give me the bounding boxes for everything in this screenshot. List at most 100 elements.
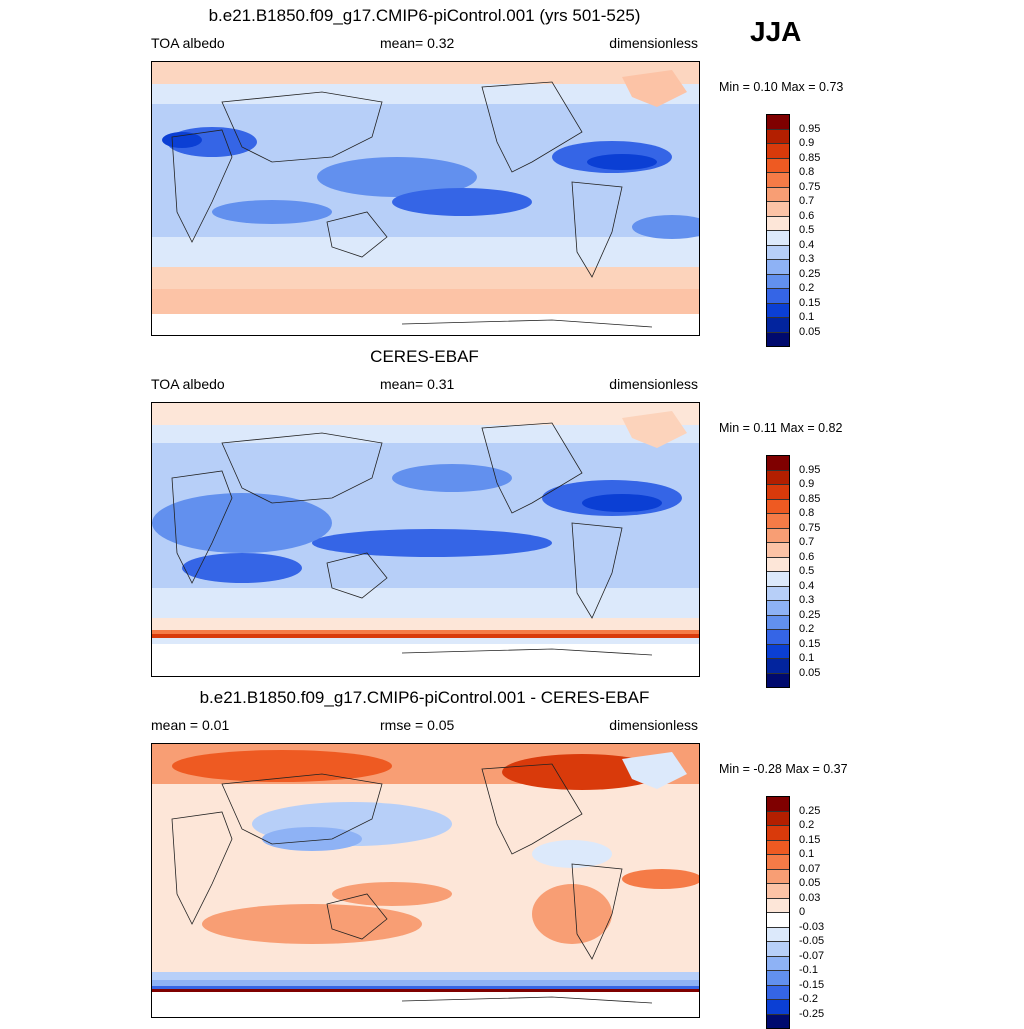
colorbar-tick-label: 0.05 — [799, 877, 821, 889]
colorbar-segment — [767, 672, 789, 687]
colorbar-segment — [767, 128, 789, 143]
colorbar-segment — [767, 955, 789, 970]
colorbar-tick-label: 0.6 — [799, 209, 815, 222]
colorbar-tick-label: 0.9 — [799, 137, 815, 149]
colorbar-segment — [767, 484, 789, 499]
colorbar-segment — [767, 288, 789, 303]
panel-2-variable-label: TOA albedo — [151, 376, 225, 392]
colorbar-tick-label: 0.3 — [799, 594, 815, 606]
panel-1-map-graphic — [152, 62, 699, 335]
panel-3-rmse-label: rmse = 0.05 — [380, 717, 455, 733]
colorbar-segment — [767, 585, 789, 600]
colorbar-segment — [767, 244, 789, 259]
colorbar-segment — [767, 614, 789, 629]
colorbar-tick-label: -0.15 — [799, 978, 825, 991]
colorbar-segment — [767, 883, 789, 898]
colorbar-tick-label: 0.25 — [799, 804, 821, 817]
colorbar-segment — [767, 469, 789, 484]
panel-2-colorbar — [766, 455, 790, 688]
colorbar-tick-label: 0.8 — [799, 166, 815, 178]
colorbar-tick-label: -0.03 — [799, 920, 825, 933]
panel-2-map-graphic — [152, 403, 699, 676]
colorbar-tick-label: 0.75 — [799, 521, 821, 534]
panel-3-map-graphic — [152, 744, 699, 1017]
colorbar-segment — [767, 810, 789, 825]
panel-1-units-label: dimensionless — [609, 35, 698, 51]
colorbar-tick-label: 0.1 — [799, 848, 815, 860]
colorbar-segment — [767, 302, 789, 317]
panel-1-colorbar — [766, 114, 790, 347]
colorbar-tick-label: 0.6 — [799, 550, 815, 563]
colorbar-segment — [767, 230, 789, 245]
panel-3-map — [151, 743, 700, 1018]
colorbar-tick-label: 0.1 — [799, 652, 815, 664]
colorbar-tick-label: 0.9 — [799, 478, 815, 490]
colorbar-segment — [767, 527, 789, 542]
colorbar-segment — [767, 984, 789, 999]
colorbar-tick-label: 0.85 — [799, 151, 821, 164]
colorbar-segment — [767, 172, 789, 187]
colorbar-segment — [767, 658, 789, 673]
panel-2-mean-label: mean= 0.31 — [380, 376, 455, 392]
colorbar-segment — [767, 643, 789, 658]
colorbar-segment — [767, 970, 789, 985]
colorbar-tick-label: 0.4 — [799, 579, 815, 592]
colorbar-tick-label: 0.95 — [799, 463, 821, 476]
colorbar-segment — [767, 854, 789, 869]
colorbar-segment — [767, 143, 789, 158]
colorbar-segment — [767, 571, 789, 586]
colorbar-segment — [767, 912, 789, 927]
colorbar-tick-label: 0.8 — [799, 507, 815, 519]
colorbar-segment — [767, 513, 789, 528]
colorbar-segment — [767, 897, 789, 912]
panel-3-title: b.e21.B1850.f09_g17.CMIP6-piControl.001 … — [199, 688, 650, 707]
colorbar-segment — [767, 542, 789, 557]
colorbar-segment — [767, 215, 789, 230]
colorbar-segment — [767, 926, 789, 941]
colorbar-segment — [767, 868, 789, 883]
colorbar-segment — [767, 201, 789, 216]
colorbar-segment — [767, 317, 789, 332]
colorbar-tick-label: 0.7 — [799, 195, 815, 207]
panel-1-variable-label: TOA albedo — [151, 35, 225, 51]
colorbar-tick-label: -0.25 — [799, 1007, 825, 1020]
panel-1-title: b.e21.B1850.f09_g17.CMIP6-piControl.001 … — [208, 6, 641, 25]
colorbar-tick-label: 0.3 — [799, 253, 815, 265]
colorbar-tick-label: 0.2 — [799, 819, 815, 831]
panel-3-units-label: dimensionless — [609, 717, 698, 733]
colorbar-tick-label: 0.75 — [799, 180, 821, 193]
colorbar-tick-label: -0.1 — [799, 964, 818, 976]
colorbar-segment — [767, 797, 789, 811]
colorbar-tick-label: 0.15 — [799, 637, 821, 650]
colorbar-segment — [767, 556, 789, 571]
colorbar-segment — [767, 115, 789, 129]
panel-2-title: CERES-EBAF — [370, 347, 479, 366]
colorbar-segment — [767, 456, 789, 470]
colorbar-tick-label: 0.5 — [799, 565, 815, 577]
colorbar-tick-label: 0.5 — [799, 224, 815, 236]
colorbar-tick-label: 0.05 — [799, 666, 821, 679]
colorbar-tick-label: 0.1 — [799, 311, 815, 323]
colorbar-segment — [767, 273, 789, 288]
colorbar-tick-label: 0.95 — [799, 122, 821, 135]
colorbar-segment — [767, 629, 789, 644]
panel-2-map — [151, 402, 700, 677]
panel-1-minmax: Min = 0.10 Max = 0.73 — [719, 80, 844, 94]
colorbar-tick-label: -0.07 — [799, 949, 825, 962]
colorbar-tick-label: 0.07 — [799, 862, 821, 875]
colorbar-tick-label: 0.2 — [799, 623, 815, 635]
colorbar-tick-label: 0 — [799, 906, 806, 918]
colorbar-segment — [767, 186, 789, 201]
season-label: JJA — [750, 16, 802, 47]
colorbar-segment — [767, 1013, 789, 1028]
panel-2-minmax: Min = 0.11 Max = 0.82 — [719, 421, 843, 435]
colorbar-segment — [767, 331, 789, 346]
colorbar-tick-label: 0.25 — [799, 608, 821, 621]
colorbar-segment — [767, 825, 789, 840]
colorbar-tick-label: 0.03 — [799, 891, 821, 904]
colorbar-tick-label: 0.15 — [799, 296, 821, 309]
colorbar-tick-label: -0.2 — [799, 993, 818, 1005]
colorbar-segment — [767, 259, 789, 274]
colorbar-segment — [767, 839, 789, 854]
panel-1-map — [151, 61, 700, 336]
